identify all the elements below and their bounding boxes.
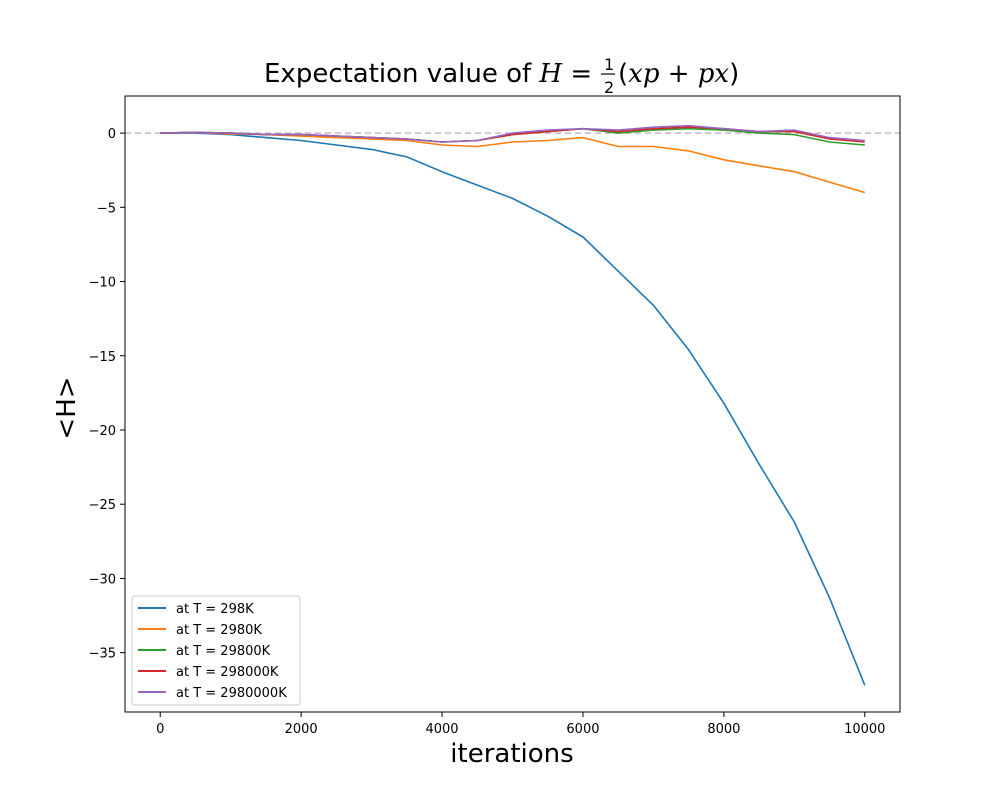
title-fraction: 1 2 — [601, 55, 615, 97]
legend-label-3: at T = 298000K — [176, 665, 279, 680]
title-expr-body: xp + px — [628, 59, 729, 89]
title-frac-num: 1 — [604, 55, 614, 74]
series-line-1 — [160, 131, 866, 194]
y-tick-label: −30 — [89, 572, 116, 587]
x-axis: 0 2000 4000 6000 8000 10000 — [156, 712, 885, 737]
plot-frame — [124, 95, 901, 713]
legend-label-2: at T = 29800K — [176, 644, 271, 659]
title-expr-open: ( — [618, 59, 628, 89]
title-expression: (xp + px) — [618, 59, 739, 89]
legend-label-1: at T = 2980K — [176, 623, 262, 638]
series-line-4 — [160, 124, 865, 143]
title-eq: = — [562, 59, 592, 89]
y-tick-label: 0 — [108, 127, 116, 142]
y-axis-label: <H> — [52, 376, 82, 439]
legend-label-4: at T = 2980000K — [176, 686, 287, 701]
legend-label-0: at T = 298K — [176, 602, 254, 617]
legend-box — [131, 595, 301, 706]
title-var: H — [538, 59, 563, 89]
y-tick-label: −10 — [89, 276, 116, 291]
title-frac-den: 2 — [604, 78, 614, 97]
series-line-0 — [160, 132, 866, 686]
title-expr-close: ) — [729, 59, 739, 89]
y-tick-label: −15 — [89, 350, 116, 365]
x-tick-label: 6000 — [566, 722, 599, 737]
series-layer — [160, 124, 866, 686]
y-tick-label: −5 — [97, 201, 116, 216]
x-tick-label: 10000 — [844, 722, 885, 737]
legend: at T = 298K at T = 2980K at T = 29800K at T… — [131, 595, 301, 706]
y-axis: 0 −5 −10 −15 −20 −25 −30 −35 — [89, 127, 125, 662]
y-tick-label: −25 — [89, 498, 116, 513]
x-axis-label: iterations — [450, 739, 573, 769]
chart-title: Expectation value of H = — [264, 59, 592, 89]
y-tick-label: −35 — [89, 647, 116, 662]
x-tick-label: 8000 — [707, 722, 740, 737]
x-tick-label: 0 — [156, 722, 164, 737]
title-prefix: Expectation value of — [264, 59, 539, 89]
x-tick-label: 2000 — [285, 722, 318, 737]
y-tick-label: −20 — [89, 424, 116, 439]
x-tick-label: 4000 — [425, 722, 458, 737]
